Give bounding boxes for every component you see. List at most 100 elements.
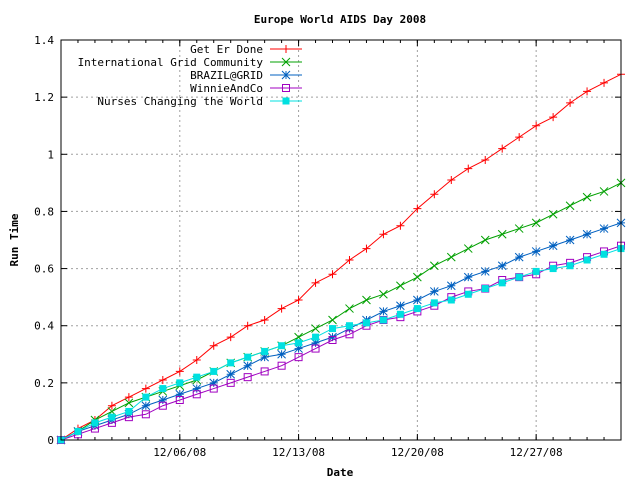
x-marker — [379, 289, 388, 299]
plus-marker — [549, 113, 558, 122]
plus-marker — [532, 121, 541, 130]
square-marker — [294, 353, 303, 362]
series-international-grid-community — [56, 178, 626, 445]
x-marker — [281, 57, 291, 67]
filled-square-marker — [210, 367, 218, 375]
x-tick-label: 12/27/08 — [510, 446, 563, 459]
filled-square-marker — [176, 379, 184, 387]
star-marker — [379, 307, 388, 316]
star-marker — [565, 235, 575, 245]
filled-square-marker — [464, 290, 472, 298]
plus-marker — [192, 356, 201, 364]
y-tick-label: 1 — [47, 148, 54, 161]
square-marker — [175, 396, 184, 404]
filled-square-marker — [278, 342, 286, 350]
star-marker — [328, 332, 337, 342]
x-marker — [311, 324, 320, 333]
plus-marker — [107, 401, 116, 410]
x-marker — [362, 295, 371, 305]
plus-marker — [209, 341, 218, 350]
x-marker — [497, 229, 507, 239]
star-marker — [311, 338, 320, 348]
square-marker — [226, 378, 235, 387]
filled-square-marker — [345, 322, 353, 330]
filled-square-marker — [125, 407, 133, 415]
plus-marker — [447, 176, 456, 184]
star-marker — [446, 281, 456, 291]
x-marker — [514, 224, 524, 233]
plus-marker — [583, 87, 592, 96]
legend-swatch — [270, 84, 302, 92]
y-tick-label: 0 — [47, 434, 54, 447]
y-axis-label: Run Time — [8, 213, 21, 266]
star-marker — [548, 241, 558, 251]
legend-label: BRAZIL@GRID — [190, 69, 263, 82]
filled-square-marker — [362, 319, 370, 327]
plus-marker — [141, 384, 150, 393]
plus-marker — [481, 156, 490, 164]
square-marker — [158, 401, 167, 410]
x-marker — [582, 192, 592, 202]
x-marker — [429, 261, 439, 271]
star-marker — [582, 229, 592, 239]
filled-square-marker — [329, 325, 337, 333]
filled-square-marker — [549, 265, 557, 273]
y-tick-label: 0.6 — [34, 263, 54, 276]
x-tick-label: 12/06/08 — [153, 446, 206, 459]
star-marker — [294, 344, 303, 353]
star-marker — [260, 352, 269, 362]
filled-square-marker — [108, 413, 116, 421]
filled-square-marker — [396, 310, 404, 318]
star-marker — [599, 224, 609, 233]
star-marker — [209, 378, 219, 388]
x-marker — [396, 281, 405, 291]
filled-square-marker — [74, 427, 82, 435]
square-marker — [141, 410, 150, 419]
plus-marker — [379, 230, 388, 239]
series-line — [60, 182, 622, 441]
legend-label: International Grid Community — [78, 56, 264, 69]
filled-square-marker — [193, 373, 201, 381]
series-get-er-done — [57, 70, 625, 444]
square-marker — [282, 84, 290, 92]
series-nurses-changing-the-world — [57, 245, 625, 444]
filled-square-marker — [566, 262, 574, 270]
series-line — [60, 245, 622, 441]
axis-ticks: 0 0.2 0.4 0.6 0.8 1 1.2 1.4 12/06/08 12/13/08 12/2… — [34, 34, 622, 459]
legend-label: Nurses Changing the World — [97, 95, 263, 108]
filled-square-marker — [159, 385, 167, 393]
square-marker — [345, 330, 354, 339]
x-marker — [345, 304, 354, 313]
square-marker — [260, 367, 269, 376]
filled-square-marker — [447, 296, 455, 304]
square-marker — [328, 336, 337, 344]
plus-marker — [413, 204, 422, 213]
x-marker — [463, 244, 473, 253]
x-tick-label: 12/20/08 — [391, 446, 444, 459]
square-marker — [192, 390, 201, 399]
filled-square-marker — [91, 419, 99, 427]
x-marker — [531, 218, 541, 228]
x-marker — [413, 272, 422, 282]
star-marker — [192, 384, 202, 393]
y-tick-label: 1.2 — [34, 91, 54, 104]
plus-marker — [311, 278, 320, 287]
square-marker — [209, 384, 218, 393]
x-marker — [124, 398, 134, 408]
star-marker — [413, 295, 422, 305]
x-marker — [599, 187, 609, 196]
series-line — [60, 73, 622, 441]
filled-square-marker — [142, 393, 150, 401]
star-marker — [175, 389, 185, 399]
legend-label: Get Er Done — [190, 43, 263, 56]
filled-square-marker — [498, 279, 506, 287]
star-marker — [243, 361, 253, 371]
plus-marker — [515, 133, 524, 142]
filled-square-marker — [515, 273, 523, 281]
y-tick-label: 0.4 — [34, 320, 54, 333]
filled-square-marker — [583, 256, 591, 264]
plus-marker — [345, 256, 354, 264]
plus-marker — [396, 221, 405, 230]
square-marker — [277, 361, 286, 370]
